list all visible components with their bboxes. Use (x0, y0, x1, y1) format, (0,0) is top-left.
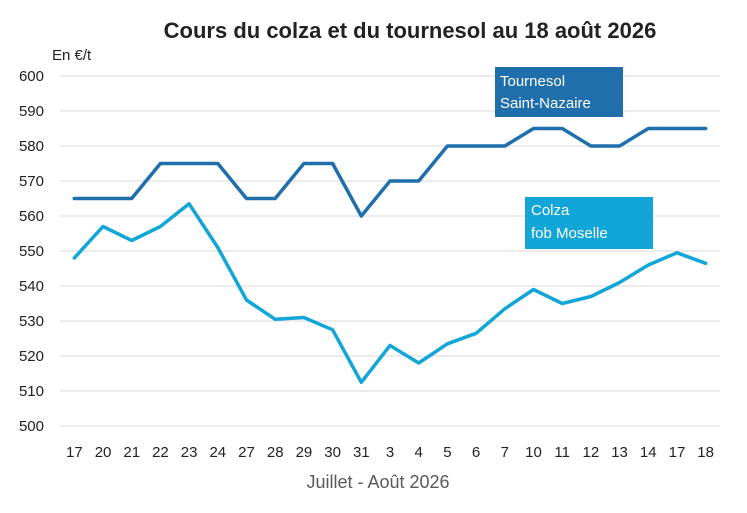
legend-colza-box (525, 197, 653, 249)
x-tick-label: 3 (386, 444, 394, 461)
y-tick-label: 590 (19, 103, 44, 120)
x-tick-label: 10 (525, 444, 542, 461)
legend-colza-line-2: fob Moselle (531, 225, 608, 242)
series-line-colza (72, 202, 708, 385)
x-axis-ticks: 17 20 21 22 23 24 27 28 29 30 31 3 4 5 6 7 10 11 12 13 14 17 1… (66, 444, 714, 461)
legend: Tournesol Saint-Nazaire Colza fob Mosell… (495, 67, 653, 249)
x-tick-label: 5 (443, 444, 451, 461)
x-tick-label: 14 (640, 444, 657, 461)
y-tick-label: 570 (19, 173, 44, 190)
x-tick-label: 4 (415, 444, 423, 461)
y-tick-label: 500 (19, 418, 44, 435)
x-tick-label: 29 (296, 444, 313, 461)
y-tick-label: 540 (19, 278, 44, 295)
series-lines (72, 126, 708, 385)
x-tick-label: 24 (209, 444, 226, 461)
x-tick-label: 20 (95, 444, 112, 461)
y-tick-label: 580 (19, 138, 44, 155)
y-tick-label: 560 (19, 208, 44, 225)
x-tick-label: 6 (472, 444, 480, 461)
y-tick-label: 600 (19, 68, 44, 85)
y-tick-label: 530 (19, 313, 44, 330)
series-line-tournesol (72, 126, 708, 218)
legend-colza: Colza fob Moselle (525, 197, 653, 249)
y-tick-label: 510 (19, 383, 44, 400)
x-tick-label: 12 (583, 444, 600, 461)
x-tick-label: 28 (267, 444, 284, 461)
x-tick-label: 17 (669, 444, 686, 461)
legend-colza-line-1: Colza (531, 202, 570, 219)
y-unit-label: En €/t (52, 47, 92, 64)
legend-tournesol-line-1: Tournesol (500, 73, 565, 90)
legend-tournesol-box (495, 67, 623, 117)
legend-tournesol-line-2: Saint-Nazaire (500, 95, 591, 112)
y-axis-ticks: 500 510 520 530 540 550 560 570 580 590 600 (19, 68, 44, 435)
x-tick-label: 23 (181, 444, 198, 461)
x-tick-label: 30 (324, 444, 341, 461)
x-tick-label: 22 (152, 444, 169, 461)
x-tick-label: 11 (554, 444, 570, 461)
y-tick-label: 550 (19, 243, 44, 260)
y-tick-label: 520 (19, 348, 44, 365)
x-tick-label: 27 (238, 444, 255, 461)
legend-tournesol: Tournesol Saint-Nazaire (495, 67, 623, 117)
x-axis-label: Juillet - Août 2026 (306, 472, 449, 492)
chart-title: Cours du colza et du tournesol au 18 aoû… (164, 18, 657, 43)
x-tick-label: 21 (123, 444, 140, 461)
x-tick-label: 31 (353, 444, 370, 461)
x-tick-label: 17 (66, 444, 83, 461)
x-tick-label: 13 (611, 444, 628, 461)
x-tick-label: 7 (501, 444, 509, 461)
gridlines (60, 75, 720, 427)
x-tick-label: 18 (697, 444, 714, 461)
